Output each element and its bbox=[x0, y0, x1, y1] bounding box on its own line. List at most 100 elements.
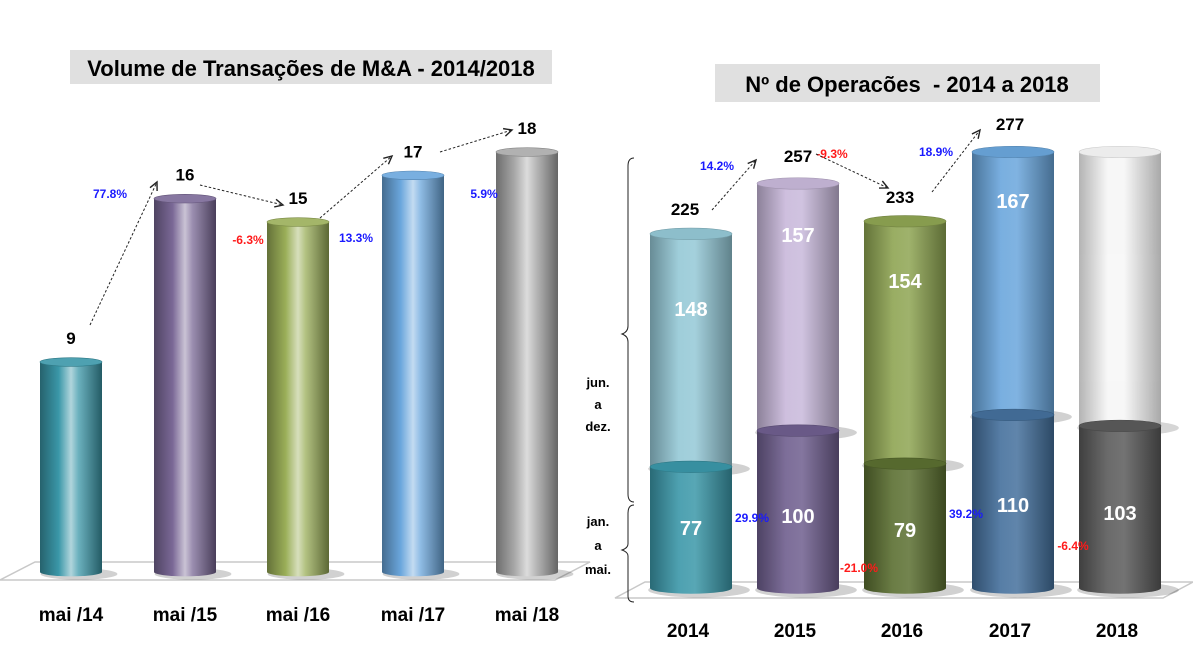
operacoes-bar-upper-2017-body bbox=[971, 152, 1054, 421]
operacoes-upper-value-label: 154 bbox=[888, 271, 922, 293]
operacoes-bar-upper-2018-ghost bbox=[1077, 145, 1179, 436]
operacoes-bar-upper-2015-body bbox=[756, 183, 839, 437]
volume-category-label: mai /14 bbox=[39, 605, 104, 626]
operacoes-category-label: 2014 bbox=[667, 621, 710, 642]
operacoes-bar-lower-2018-body bbox=[1079, 425, 1161, 594]
volume-bar-mai18-top bbox=[495, 147, 559, 157]
operacoes-lower-value-label: 110 bbox=[997, 495, 1029, 517]
volume-bar-mai14 bbox=[39, 357, 118, 580]
operacoes-bar-lower-2015 bbox=[755, 424, 857, 598]
volume-bar-mai17 bbox=[381, 170, 460, 580]
operacoes-bar-lower-2017-top bbox=[971, 408, 1055, 421]
side-label-lower-1: jan. bbox=[586, 514, 609, 529]
volume-value-label: 17 bbox=[404, 142, 423, 161]
operacoes-base-change-label: -6.4% bbox=[1057, 539, 1089, 553]
volume-category-label: mai /18 bbox=[495, 605, 559, 626]
volume-chart-title: Volume de Transações de M&A - 2014/2018 bbox=[87, 56, 535, 81]
operacoes-bar-upper-2014-top bbox=[649, 227, 733, 240]
operacoes-total-label: 257 bbox=[784, 147, 812, 166]
brace-jan-mai bbox=[620, 504, 635, 603]
operacoes-bar-lower-2014-top bbox=[649, 460, 733, 473]
operacoes-category-label: 2017 bbox=[989, 621, 1031, 642]
operacoes-total-change-label: -9.3% bbox=[816, 147, 848, 161]
operacoes-bar-lower-2014 bbox=[648, 460, 750, 598]
volume-value-label: 15 bbox=[289, 189, 308, 208]
operacoes-bar-upper-2017 bbox=[970, 145, 1072, 425]
volume-bar-mai15-body bbox=[154, 198, 216, 577]
volume-change-arrow bbox=[199, 184, 285, 208]
volume-bar-mai15 bbox=[153, 194, 232, 580]
volume-category-label: mai /16 bbox=[266, 605, 330, 626]
operacoes-category-label: 2015 bbox=[774, 621, 817, 642]
operacoes-total-change-label: 18.9% bbox=[919, 145, 953, 159]
operacoes-bar-lower-2017-body bbox=[971, 414, 1054, 594]
operacoes-total-change-label: 14.2% bbox=[700, 159, 734, 173]
operacoes-category-label: 2018 bbox=[1096, 621, 1138, 642]
operacoes-bar-upper-2018-ghost-body bbox=[1079, 152, 1161, 432]
side-label-upper-2: a bbox=[594, 397, 602, 412]
operacoes-total-label: 233 bbox=[886, 188, 914, 207]
operacoes-upper-value-label: 148 bbox=[674, 299, 707, 321]
operacoes-bar-upper-2016-body bbox=[863, 221, 946, 470]
operacoes-chart-title-bg bbox=[715, 64, 1100, 102]
volume-bar-mai17-body bbox=[382, 175, 444, 577]
operacoes-total-change-arrow bbox=[711, 158, 758, 211]
volume-change-label: 77.8% bbox=[93, 187, 127, 201]
operacoes-total-label: 277 bbox=[996, 115, 1024, 134]
operacoes-base-change-label: -21.0% bbox=[840, 561, 878, 575]
operacoes-bar-upper-2018-ghost-top bbox=[1078, 145, 1162, 159]
operacoes-bar-lower-2016-body bbox=[863, 463, 946, 594]
volume-change-arrow bbox=[89, 180, 158, 326]
volume-bar-mai14-body bbox=[40, 362, 102, 577]
volume-value-label: 16 bbox=[176, 166, 195, 185]
volume-bar-mai15-top bbox=[153, 194, 217, 204]
operacoes-chart-title: Nº de Operacões - 2014 a 2018 bbox=[745, 72, 1069, 97]
operacoes-category-label: 2016 bbox=[881, 621, 923, 642]
operacoes-bar-lower-2018 bbox=[1077, 419, 1179, 598]
side-label-lower-2: a bbox=[594, 538, 602, 553]
volume-change-arrow bbox=[319, 154, 394, 219]
volume-value-label: 9 bbox=[66, 329, 75, 348]
operacoes-base-change-label: 39.2% bbox=[949, 507, 983, 521]
volume-chart: Volume de Transações de M&A - 2014/2018 … bbox=[0, 50, 591, 626]
brace-jun-dez bbox=[620, 157, 635, 503]
operacoes-bar-upper-2015-top bbox=[756, 177, 840, 190]
volume-bar-mai17-top bbox=[381, 170, 445, 180]
volume-change-arrow bbox=[439, 127, 514, 153]
operacoes-bar-upper-2014-body bbox=[650, 233, 732, 473]
operacoes-bar-lower-2017 bbox=[970, 408, 1072, 598]
volume-bar-mai18-body bbox=[496, 152, 558, 577]
volume-chart-title-bg bbox=[70, 50, 552, 84]
operacoes-bar-lower-2016 bbox=[862, 457, 964, 598]
operacoes-lower-value-label: 100 bbox=[781, 506, 814, 528]
side-label-upper-3: dez. bbox=[585, 419, 610, 434]
volume-bar-mai16 bbox=[266, 217, 345, 580]
side-label-upper-1: jun. bbox=[585, 375, 609, 390]
operacoes-upper-value-label: 157 bbox=[781, 225, 814, 247]
side-label-lower-3: mai. bbox=[585, 562, 611, 577]
volume-bar-mai16-top bbox=[266, 217, 330, 227]
operacoes-total-change-arrow bbox=[815, 153, 890, 189]
operacoes-upper-value-label: 167 bbox=[996, 191, 1029, 213]
operacoes-bar-lower-2018-top bbox=[1078, 419, 1162, 432]
volume-category-label: mai /15 bbox=[153, 605, 218, 626]
volume-change-label: 13.3% bbox=[339, 231, 373, 245]
operacoes-bar-upper-2014 bbox=[648, 227, 750, 477]
operacoes-total-label: 225 bbox=[671, 200, 699, 219]
operacoes-bar-upper-2016 bbox=[862, 215, 964, 474]
volume-bar-mai14-top bbox=[39, 357, 103, 367]
volume-bar-mai16-body bbox=[267, 222, 329, 577]
volume-change-label: -6.3% bbox=[232, 233, 264, 247]
operacoes-lower-value-label: 77 bbox=[680, 518, 702, 540]
volume-change-label: 5.9% bbox=[470, 187, 498, 201]
operacoes-bar-lower-2015-body bbox=[756, 430, 839, 594]
operacoes-bar-lower-2015-top bbox=[756, 424, 840, 437]
volume-category-label: mai /17 bbox=[381, 605, 445, 626]
volume-bar-mai18 bbox=[495, 147, 574, 580]
operacoes-chart: Nº de Operacões - 2014 a 2018 77 148 100 15… bbox=[585, 64, 1193, 642]
operacoes-bar-lower-2014-body bbox=[650, 466, 732, 594]
operacoes-lower-value-label: 103 bbox=[1103, 503, 1136, 525]
volume-value-label: 18 bbox=[518, 119, 537, 138]
operacoes-bar-upper-2015 bbox=[755, 177, 857, 441]
